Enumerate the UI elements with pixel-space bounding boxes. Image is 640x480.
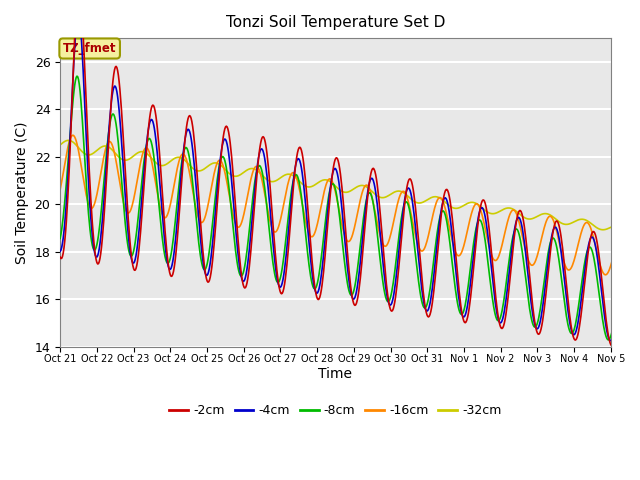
X-axis label: Time: Time (319, 367, 353, 381)
Legend: -2cm, -4cm, -8cm, -16cm, -32cm: -2cm, -4cm, -8cm, -16cm, -32cm (164, 399, 506, 422)
Title: Tonzi Soil Temperature Set D: Tonzi Soil Temperature Set D (226, 15, 445, 30)
Y-axis label: Soil Temperature (C): Soil Temperature (C) (15, 121, 29, 264)
Text: TZ_fmet: TZ_fmet (63, 42, 116, 55)
